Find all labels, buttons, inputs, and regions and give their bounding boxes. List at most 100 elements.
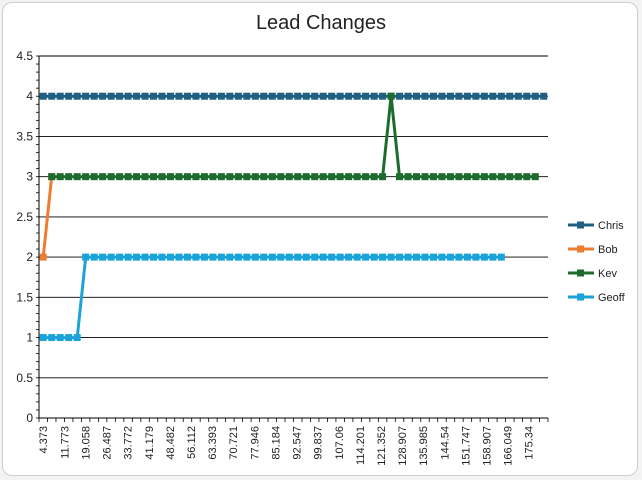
data-point-geoff bbox=[65, 334, 73, 342]
data-point-chris bbox=[345, 92, 353, 100]
data-point-geoff bbox=[251, 253, 259, 261]
x-tick-label: 99.837 bbox=[313, 426, 325, 460]
data-point-kev bbox=[99, 173, 107, 181]
series-line-bob bbox=[41, 176, 54, 258]
data-point-geoff bbox=[124, 253, 132, 261]
legend-marker-geoff bbox=[577, 293, 584, 301]
y-tick-label: 1.5 bbox=[16, 290, 33, 304]
data-point-kev bbox=[158, 173, 166, 181]
legend-label-geoff: Geoff bbox=[598, 292, 626, 304]
data-point-geoff bbox=[396, 253, 404, 261]
data-point-chris bbox=[379, 92, 387, 100]
data-point-geoff bbox=[150, 253, 158, 261]
data-point-kev bbox=[150, 173, 158, 181]
x-tick-label: 151.747 bbox=[460, 426, 472, 466]
data-point-chris bbox=[243, 92, 251, 100]
x-tick-label: 128.907 bbox=[397, 426, 409, 466]
x-tick-label: 166.049 bbox=[503, 426, 515, 466]
legend-label-kev: Kev bbox=[598, 268, 617, 280]
x-tick-label: 11.773 bbox=[59, 426, 71, 459]
data-point-chris bbox=[268, 92, 276, 100]
data-point-kev bbox=[319, 173, 327, 181]
data-point-kev bbox=[251, 173, 259, 181]
data-point-kev bbox=[56, 173, 64, 181]
x-tick-label: 41.179 bbox=[144, 426, 156, 460]
data-point-chris bbox=[116, 92, 124, 100]
legend-marker-chris bbox=[577, 221, 584, 229]
data-point-geoff bbox=[285, 253, 293, 261]
data-point-kev bbox=[404, 173, 412, 181]
x-tick-label: 107.06 bbox=[334, 426, 346, 460]
x-tick-label: 175.34 bbox=[524, 426, 536, 460]
data-point-geoff bbox=[90, 253, 98, 261]
data-point-kev bbox=[200, 173, 208, 181]
data-point-geoff bbox=[183, 253, 191, 261]
legend-label-chris: Chris bbox=[598, 220, 624, 232]
data-point-kev bbox=[396, 173, 404, 181]
axes bbox=[36, 55, 549, 422]
data-point-kev bbox=[166, 173, 174, 181]
x-tick-label: 135.985 bbox=[418, 426, 430, 466]
data-point-geoff bbox=[370, 253, 378, 261]
x-tick-label: 33.772 bbox=[123, 426, 135, 460]
data-point-kev bbox=[90, 173, 98, 181]
data-point-kev bbox=[133, 173, 141, 181]
data-point-geoff bbox=[463, 253, 471, 261]
series-lines bbox=[39, 92, 548, 342]
data-point-kev bbox=[183, 173, 191, 181]
data-point-chris bbox=[396, 92, 404, 100]
tick-labels: 0 0.5 1 1.5 2 2.5 3 3.5 4 4.5 4.373 11.773 19.058 26.… bbox=[16, 49, 535, 466]
y-tick-label: 1 bbox=[26, 331, 33, 345]
x-tick-label: 121.352 bbox=[376, 426, 388, 466]
data-point-kev bbox=[277, 173, 285, 181]
data-point-chris bbox=[90, 92, 98, 100]
data-point-geoff bbox=[268, 253, 276, 261]
data-point-chris bbox=[65, 92, 73, 100]
data-point-geoff bbox=[362, 253, 370, 261]
data-point-kev bbox=[506, 173, 514, 181]
data-point-chris bbox=[438, 92, 446, 100]
x-tick-label: 19.058 bbox=[80, 426, 92, 460]
data-point-chris bbox=[302, 92, 310, 100]
data-point-chris bbox=[353, 92, 361, 100]
data-point-geoff bbox=[345, 253, 353, 261]
data-point-kev bbox=[328, 173, 336, 181]
data-point-kev bbox=[455, 173, 463, 181]
data-point-geoff bbox=[158, 253, 166, 261]
data-point-kev bbox=[116, 173, 124, 181]
data-point-geoff bbox=[141, 253, 149, 261]
data-point-kev bbox=[107, 173, 115, 181]
data-point-kev bbox=[192, 173, 200, 181]
data-point-chris bbox=[370, 92, 378, 100]
data-point-chris bbox=[362, 92, 370, 100]
data-point-chris bbox=[446, 92, 454, 100]
data-point-kev bbox=[234, 173, 242, 181]
data-point-chris bbox=[319, 92, 327, 100]
data-point-geoff bbox=[56, 334, 64, 342]
data-point-kev bbox=[463, 173, 471, 181]
data-point-geoff bbox=[166, 253, 174, 261]
x-tick-label: 26.487 bbox=[102, 426, 114, 460]
data-point-kev bbox=[429, 173, 437, 181]
data-point-chris bbox=[192, 92, 200, 100]
data-point-chris bbox=[217, 92, 225, 100]
data-point-chris bbox=[429, 92, 437, 100]
x-tick-label: 144.54 bbox=[439, 426, 451, 460]
data-point-kev bbox=[353, 173, 361, 181]
data-point-chris bbox=[497, 92, 505, 100]
data-point-kev bbox=[73, 173, 81, 181]
y-tick-label: 2 bbox=[26, 250, 33, 264]
x-tick-label: 114.201 bbox=[355, 426, 367, 465]
chart-frame bbox=[2, 2, 638, 476]
y-tick-label: 0 bbox=[26, 411, 33, 425]
data-point-chris bbox=[463, 92, 471, 100]
data-point-chris bbox=[226, 92, 234, 100]
data-point-geoff bbox=[116, 253, 124, 261]
x-tick-label: 63.393 bbox=[207, 426, 219, 460]
data-point-geoff bbox=[472, 253, 480, 261]
data-point-chris bbox=[56, 92, 64, 100]
data-point-geoff bbox=[429, 253, 437, 261]
data-point-chris bbox=[166, 92, 174, 100]
y-tick-label: 0.5 bbox=[16, 371, 33, 385]
data-point-kev bbox=[472, 173, 480, 181]
